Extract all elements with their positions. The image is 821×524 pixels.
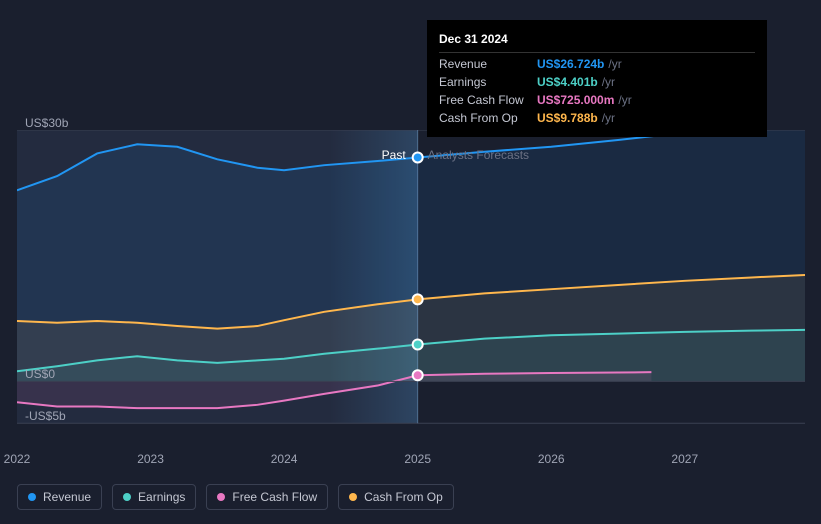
y-axis-label-30b: US$30b — [25, 116, 68, 130]
legend-label: Free Cash Flow — [232, 490, 317, 504]
x-axis-label: 2022 — [4, 452, 31, 466]
legend-dot-icon — [217, 493, 225, 501]
legend-label: Cash From Op — [364, 490, 443, 504]
legend: Revenue Earnings Free Cash Flow Cash From O… — [17, 484, 454, 510]
chart-svg — [17, 130, 805, 440]
tooltip-row: RevenueUS$26.724b/yr — [439, 55, 755, 73]
forecast-label: Analysts Forecasts — [428, 148, 529, 162]
legend-label: Revenue — [43, 490, 91, 504]
tooltip-row: Cash From OpUS$9.788b/yr — [439, 109, 755, 127]
past-label: Past — [382, 148, 406, 162]
chart-area — [17, 130, 805, 440]
legend-item-cash-from-op[interactable]: Cash From Op — [338, 484, 454, 510]
legend-item-free-cash-flow[interactable]: Free Cash Flow — [206, 484, 328, 510]
legend-item-earnings[interactable]: Earnings — [112, 484, 196, 510]
x-axis-label: 2026 — [538, 452, 565, 466]
legend-item-revenue[interactable]: Revenue — [17, 484, 102, 510]
tooltip-row: Free Cash FlowUS$725.000m/yr — [439, 91, 755, 109]
y-axis-label-0: US$0 — [25, 367, 55, 381]
tooltip-row: EarningsUS$4.401b/yr — [439, 73, 755, 91]
tooltip: Dec 31 2024 RevenueUS$26.724b/yrEarnings… — [427, 20, 767, 137]
legend-dot-icon — [28, 493, 36, 501]
tooltip-date: Dec 31 2024 — [439, 30, 755, 53]
legend-dot-icon — [123, 493, 131, 501]
x-axis-label: 2027 — [671, 452, 698, 466]
y-axis-label-neg5: -US$5b — [25, 409, 66, 423]
legend-dot-icon — [349, 493, 357, 501]
x-axis-labels: 202220232024202520262027 — [17, 452, 805, 468]
x-axis-label: 2025 — [404, 452, 431, 466]
x-axis-label: 2023 — [137, 452, 164, 466]
x-axis-label: 2024 — [271, 452, 298, 466]
legend-label: Earnings — [138, 490, 185, 504]
